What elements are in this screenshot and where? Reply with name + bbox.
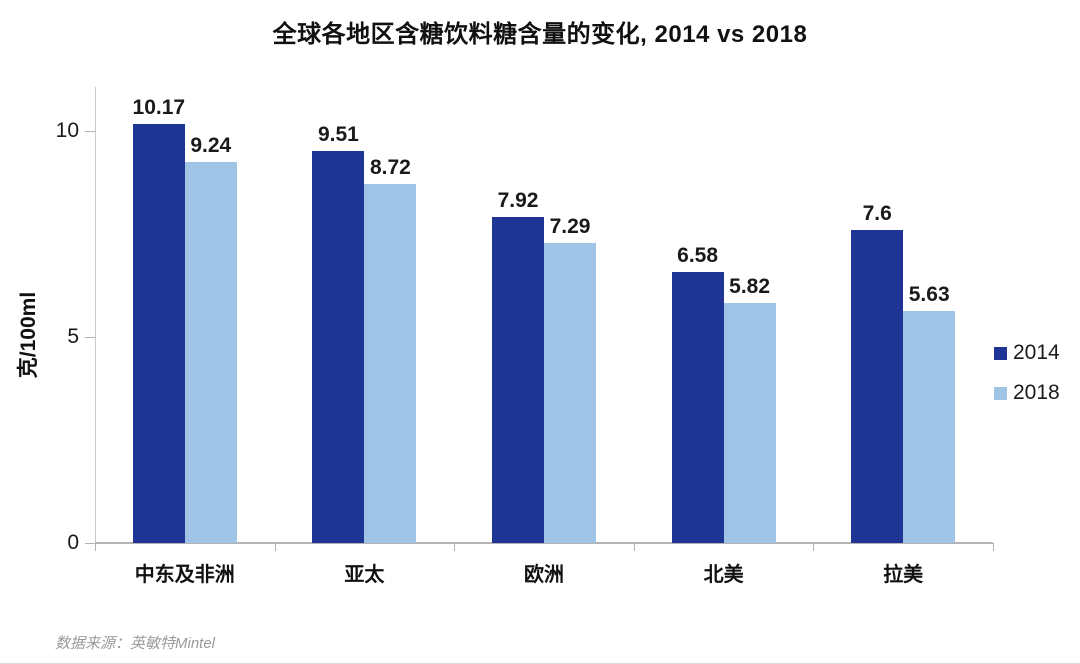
- bar-value-label: 6.58: [677, 244, 719, 267]
- legend-swatch-2014: [994, 346, 1007, 360]
- bar-2014: [312, 151, 365, 543]
- x-category-label: 中东及非洲: [134, 564, 235, 586]
- y-axis-tick: [85, 131, 95, 132]
- bar-2018: [184, 162, 237, 543]
- bar-value-label: 10.17: [132, 96, 186, 119]
- bar-value-label: 7.29: [549, 215, 591, 238]
- bar-2014: [851, 230, 904, 543]
- legend-label: 2014: [1013, 341, 1060, 364]
- x-axis-tick: [633, 543, 635, 551]
- x-category-label: 北美: [703, 564, 744, 586]
- legend-swatch-2018: [994, 386, 1007, 400]
- bar-value-label: 5.63: [908, 283, 950, 306]
- bar-2014: [671, 272, 724, 543]
- legend-item-2014: 2014: [994, 341, 1060, 365]
- x-axis-tick: [95, 543, 96, 551]
- bar-value-label: 9.24: [190, 134, 232, 157]
- x-category-label: 亚太: [344, 564, 385, 586]
- bar-2014: [492, 217, 544, 543]
- x-axis-tick: [454, 543, 456, 551]
- source-note: 数据来源：英敏特Mintel: [55, 635, 216, 652]
- chart-title: 全球各地区含糖饮料糖含量的变化, 2014 vs 2018: [272, 21, 808, 48]
- y-axis-line: [95, 87, 96, 543]
- x-axis-tick: [993, 543, 994, 551]
- bar-value-label: 8.72: [369, 156, 411, 179]
- x-axis-tick: [274, 543, 276, 551]
- x-axis-line: [95, 542, 993, 544]
- bar-value-label: 7.92: [497, 189, 539, 212]
- bar-value-label: 9.51: [317, 123, 359, 146]
- x-category-label: 拉美: [883, 564, 924, 586]
- x-axis-tick: [813, 543, 815, 551]
- y-tick-label: 0: [67, 531, 79, 554]
- legend-item-2018: 2018: [994, 381, 1060, 405]
- bar-2018: [544, 243, 596, 543]
- bar-value-label: 5.82: [729, 275, 771, 298]
- bar-2014: [132, 124, 185, 543]
- bar-2018: [903, 311, 956, 543]
- y-tick-label: 5: [67, 325, 79, 348]
- bar-2018: [723, 303, 776, 543]
- x-category-label: 欧洲: [524, 564, 564, 586]
- y-axis-tick: [85, 337, 95, 338]
- bar-2018: [364, 184, 417, 543]
- legend-label: 2018: [1013, 381, 1060, 404]
- y-tick-label: 10: [55, 119, 79, 142]
- bar-value-label: 7.6: [862, 202, 892, 225]
- y-axis-tick: [85, 543, 95, 544]
